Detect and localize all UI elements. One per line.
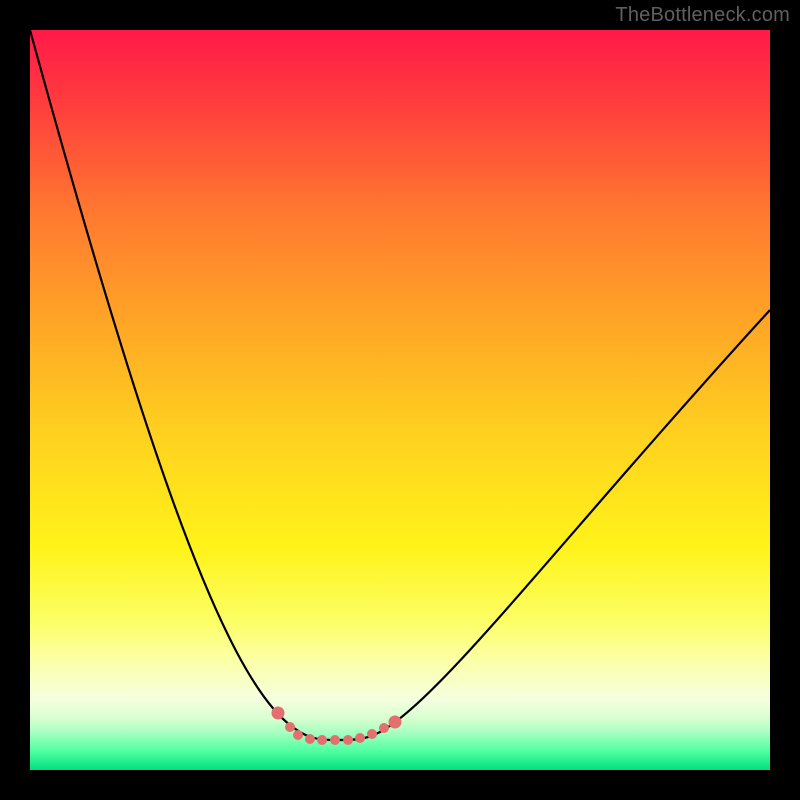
curve-marker (272, 707, 285, 720)
curve-marker (343, 735, 353, 745)
curve-marker (317, 735, 327, 745)
curve-marker (330, 735, 340, 745)
curve-marker (305, 734, 315, 744)
curve-marker (355, 733, 365, 743)
curve-marker (389, 716, 402, 729)
curve-marker (367, 729, 377, 739)
curve-marker (293, 730, 303, 740)
curve-marker (379, 723, 389, 733)
plot-background (30, 30, 770, 770)
chart-container: TheBottleneck.com (0, 0, 800, 800)
chart-svg (0, 0, 800, 800)
curve-marker (285, 722, 295, 732)
watermark-text: TheBottleneck.com (615, 4, 790, 27)
